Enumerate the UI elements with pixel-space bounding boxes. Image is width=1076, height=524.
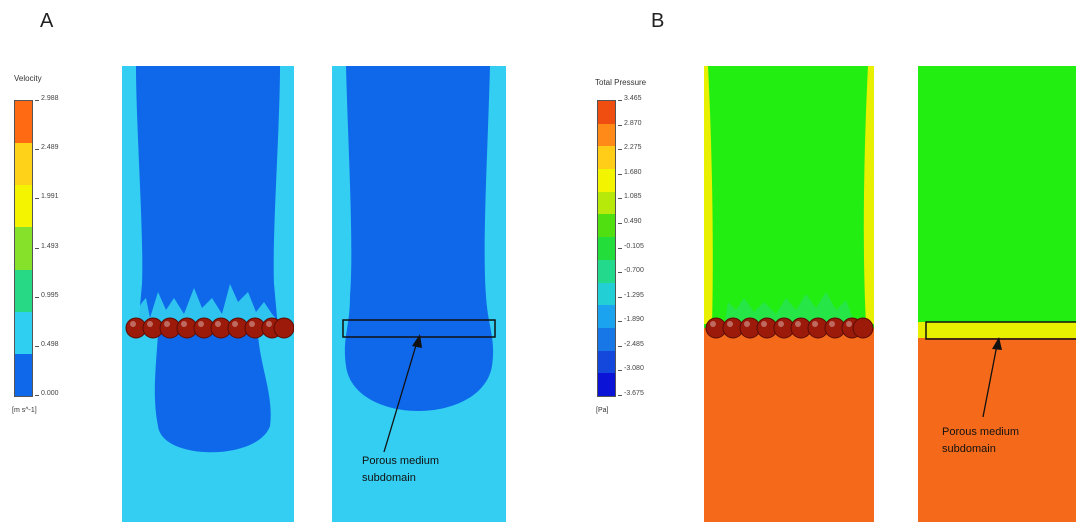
- velocity-color-segment: [15, 311, 32, 355]
- pressure-tick-label: 1.085: [618, 193, 642, 201]
- pressure-color-bar: [597, 100, 616, 397]
- pressure-color-segment: [598, 305, 615, 329]
- pressure-color-segment: [598, 214, 615, 238]
- pressure-tick-label: -3.080: [618, 365, 644, 373]
- velocity-color-segment: [15, 185, 32, 228]
- velocity-color-segment: [15, 101, 32, 144]
- velocity-color-segment: [15, 143, 32, 186]
- velocity-color-segment: [15, 353, 32, 397]
- porous-arrow-b: [982, 337, 1002, 418]
- pressure-color-segment: [598, 123, 615, 147]
- velocity-tick-label: 2.489: [35, 144, 59, 152]
- particle-row-b: [705, 317, 874, 339]
- velocity-color-segment: [15, 227, 32, 271]
- pressure-tick-label: -2.485: [618, 340, 644, 348]
- pressure-color-segment: [598, 146, 615, 170]
- pressure-tick-label: 0.490: [618, 217, 642, 225]
- pressure-color-segment: [598, 237, 615, 261]
- pressure-color-segment: [598, 282, 615, 306]
- panel-b-label: B: [651, 10, 665, 32]
- pressure-tick-label: -1.890: [618, 316, 644, 324]
- velocity-color-bar: [14, 100, 33, 397]
- porous-medium-box-b: [925, 321, 1076, 340]
- pressure-color-segment: [598, 373, 615, 397]
- pressure-color-segment: [598, 191, 615, 215]
- pressure-tick-label: -1.295: [618, 291, 644, 299]
- porous-annotation-a: Porous medium subdomain: [362, 455, 440, 484]
- pressure-color-segment: [598, 350, 615, 374]
- velocity-tick-label: 1.991: [35, 193, 59, 201]
- porous-annotation-b: Porous medium subdomain: [942, 426, 1020, 455]
- velocity-color-segment: [15, 269, 32, 313]
- pressure-tick-label: -3.675: [618, 390, 644, 397]
- pressure-field-porous: [918, 66, 1076, 522]
- velocity-legend-title: Velocity: [14, 74, 42, 83]
- velocity-tick-label: 2.988: [35, 95, 59, 102]
- pressure-legend-unit: [Pa]: [596, 407, 609, 414]
- porous-arrow-a: [383, 334, 422, 453]
- panel-a-label: A: [40, 10, 54, 32]
- pressure-tick-label: 2.870: [618, 119, 642, 127]
- pressure-color-segment: [598, 101, 615, 125]
- velocity-tick-label: 0.000: [35, 390, 59, 397]
- pressure-color-segment: [598, 259, 615, 284]
- velocity-tick-label: 1.493: [35, 242, 59, 250]
- pressure-tick-label: 2.275: [618, 144, 642, 152]
- velocity-legend-unit: [m s^-1]: [12, 407, 37, 414]
- particle-row: [125, 317, 294, 339]
- pressure-tick-label: 3.465: [618, 95, 642, 102]
- velocity-tick-label: 0.995: [35, 291, 59, 299]
- velocity-field-particles: [122, 66, 294, 522]
- pressure-tick-label: 1.680: [618, 168, 642, 176]
- velocity-field-porous: [332, 66, 506, 522]
- pressure-legend-title: Total Pressure: [595, 78, 647, 87]
- velocity-tick-label: 0.498: [35, 340, 59, 348]
- pressure-tick-label: -0.105: [618, 242, 644, 250]
- pressure-color-segment: [598, 327, 615, 352]
- pressure-color-segment: [598, 169, 615, 193]
- pressure-tick-label: -0.700: [618, 267, 644, 275]
- pressure-field-particles: [704, 66, 874, 522]
